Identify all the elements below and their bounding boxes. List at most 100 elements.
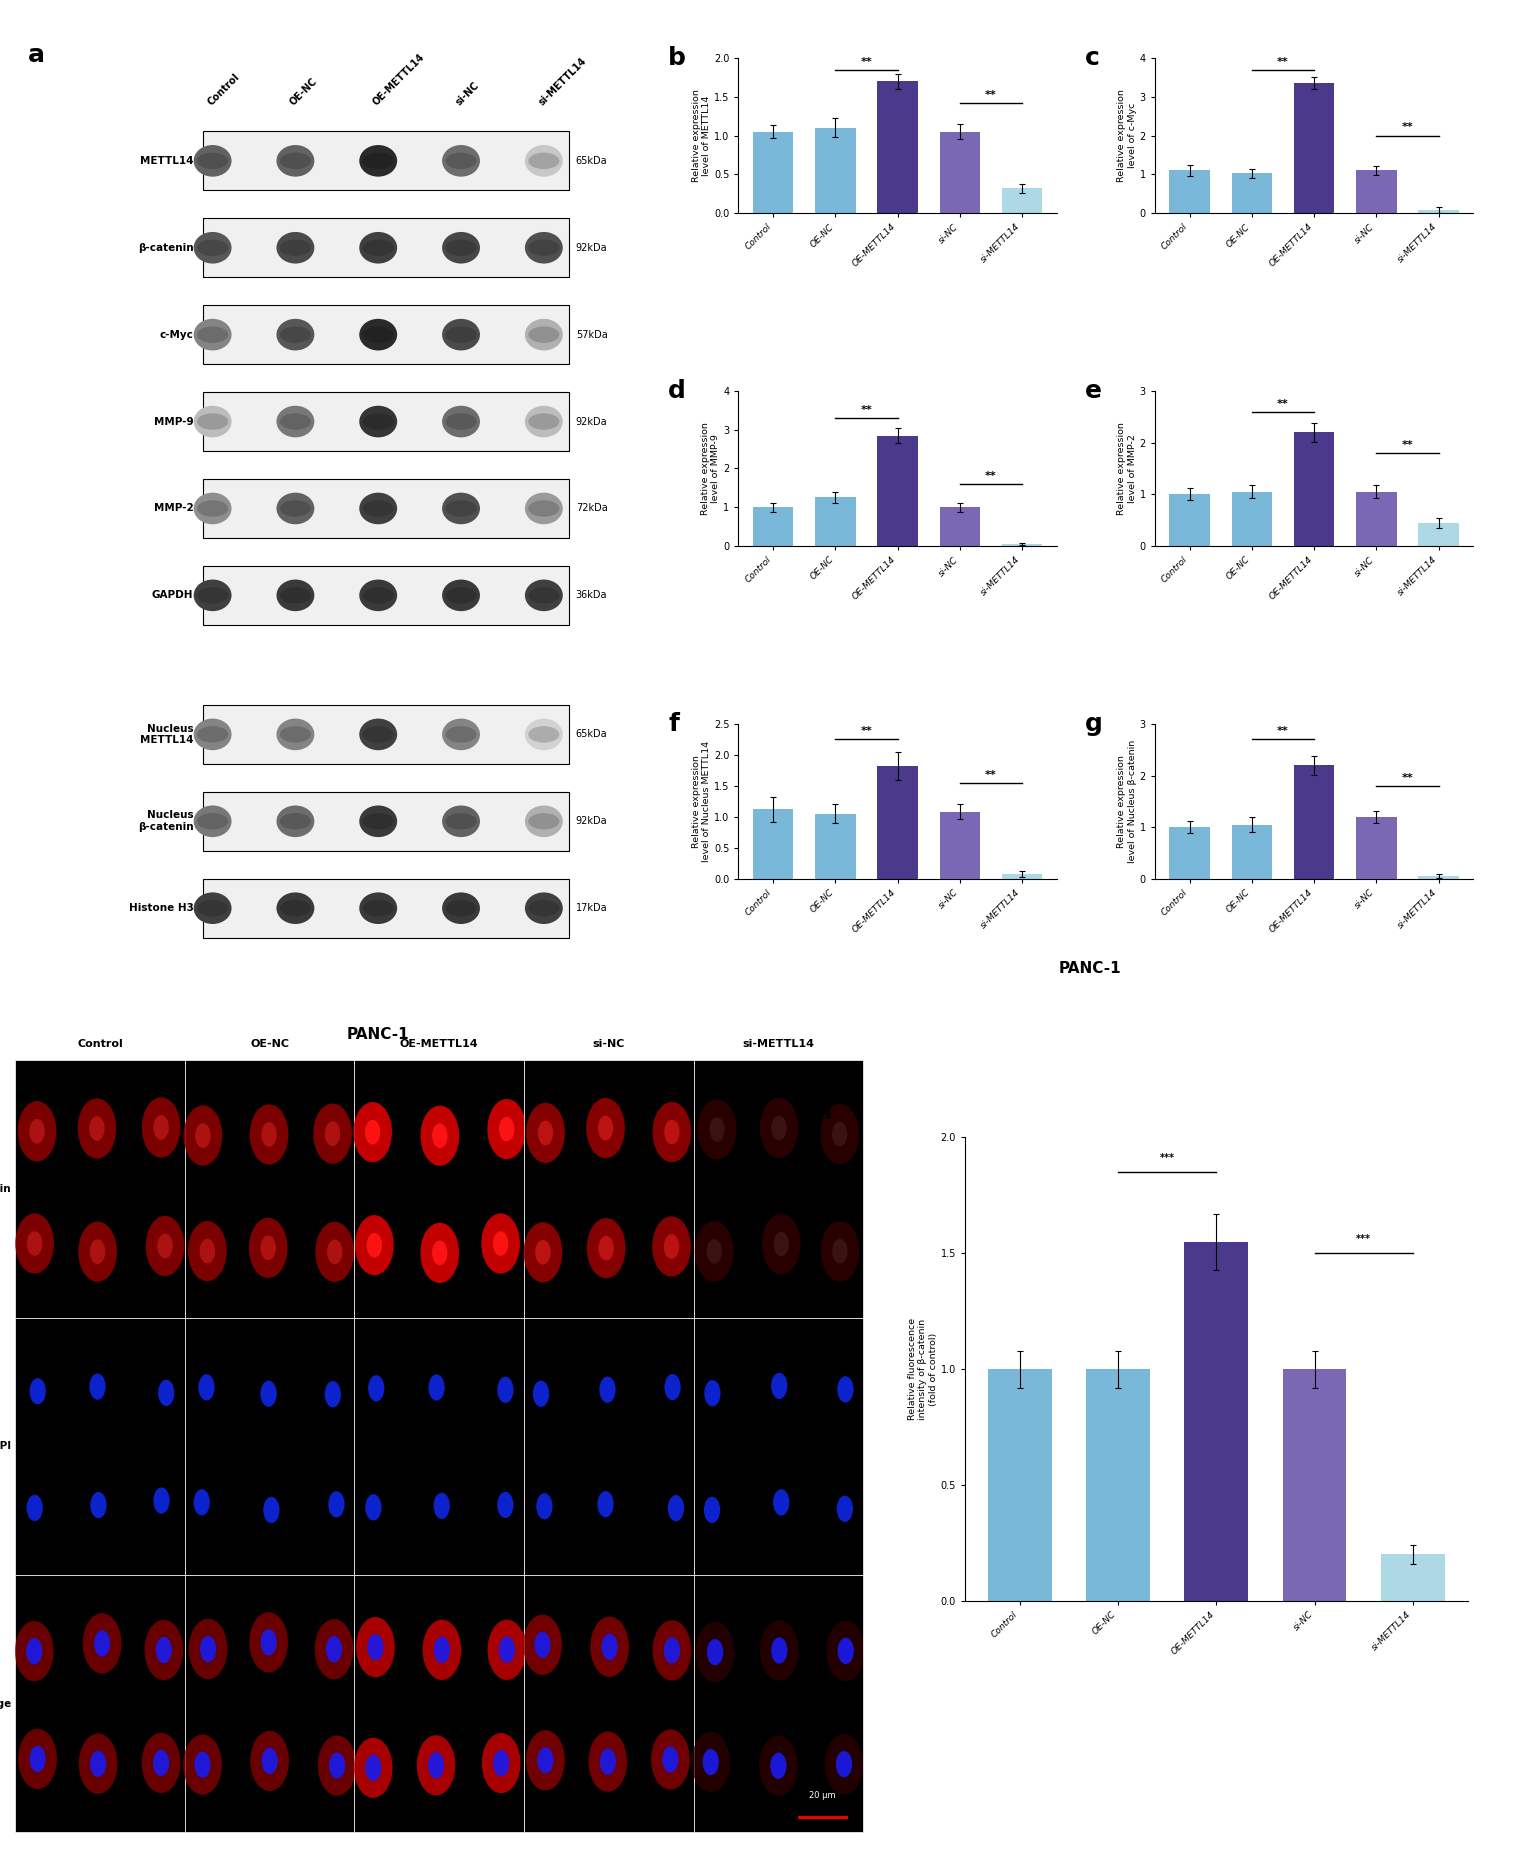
Ellipse shape <box>363 152 393 168</box>
Ellipse shape <box>183 1105 222 1166</box>
Ellipse shape <box>198 1373 215 1401</box>
Ellipse shape <box>315 1620 353 1679</box>
Ellipse shape <box>30 1379 45 1405</box>
Ellipse shape <box>442 405 480 437</box>
Ellipse shape <box>445 413 477 429</box>
Bar <box>1002 874 1042 879</box>
Bar <box>15 1575 185 1832</box>
Ellipse shape <box>599 1749 616 1775</box>
Text: si-NC: si-NC <box>593 1038 625 1050</box>
Ellipse shape <box>525 231 563 263</box>
Bar <box>203 218 569 278</box>
Text: 36kDa: 36kDa <box>575 590 607 600</box>
Ellipse shape <box>18 1729 57 1790</box>
Ellipse shape <box>498 1492 513 1518</box>
Ellipse shape <box>445 587 477 603</box>
Ellipse shape <box>652 1620 691 1681</box>
Ellipse shape <box>363 239 393 255</box>
Ellipse shape <box>763 1214 800 1273</box>
Bar <box>753 809 793 879</box>
Ellipse shape <box>433 1240 448 1266</box>
Ellipse shape <box>315 1222 354 1283</box>
Text: Nucleus
METTL14: Nucleus METTL14 <box>141 724 194 746</box>
Bar <box>1294 83 1334 213</box>
Text: 57kDa: 57kDa <box>575 329 607 339</box>
Ellipse shape <box>79 1222 117 1281</box>
Ellipse shape <box>525 492 563 524</box>
Ellipse shape <box>194 718 231 750</box>
Ellipse shape <box>189 1620 227 1679</box>
Ellipse shape <box>250 1612 287 1673</box>
Ellipse shape <box>89 1240 106 1264</box>
Ellipse shape <box>280 900 312 916</box>
Ellipse shape <box>260 1629 277 1655</box>
Ellipse shape <box>487 1099 527 1159</box>
Ellipse shape <box>325 1636 342 1662</box>
Bar <box>203 566 569 626</box>
Text: OE-METTL14: OE-METTL14 <box>371 52 427 107</box>
Ellipse shape <box>760 1098 799 1159</box>
Ellipse shape <box>195 1124 210 1148</box>
Text: 72kDa: 72kDa <box>575 503 607 513</box>
Bar <box>1086 1370 1150 1601</box>
Ellipse shape <box>442 892 480 924</box>
Text: **: ** <box>861 726 873 737</box>
Ellipse shape <box>194 805 231 837</box>
Text: 92kDa: 92kDa <box>575 416 607 426</box>
Ellipse shape <box>359 492 398 524</box>
Bar <box>1185 1242 1248 1601</box>
Text: β-catenin: β-catenin <box>0 1185 11 1194</box>
Bar <box>940 131 980 213</box>
Ellipse shape <box>197 813 228 829</box>
Ellipse shape <box>445 152 477 168</box>
Ellipse shape <box>667 1496 684 1522</box>
Ellipse shape <box>280 500 312 516</box>
Text: MMP-9: MMP-9 <box>154 416 194 426</box>
Ellipse shape <box>250 1105 289 1164</box>
Text: OE-NC: OE-NC <box>250 1038 289 1050</box>
Ellipse shape <box>359 892 398 924</box>
Ellipse shape <box>498 1377 513 1403</box>
Ellipse shape <box>586 1098 625 1159</box>
Ellipse shape <box>77 1098 117 1159</box>
Ellipse shape <box>363 726 393 742</box>
Text: b: b <box>669 46 687 70</box>
Ellipse shape <box>194 231 231 263</box>
Ellipse shape <box>194 892 231 924</box>
Ellipse shape <box>280 813 312 829</box>
Ellipse shape <box>696 1621 734 1683</box>
Ellipse shape <box>157 1379 174 1407</box>
Ellipse shape <box>442 231 480 263</box>
Ellipse shape <box>832 1238 847 1264</box>
Ellipse shape <box>537 1120 554 1146</box>
Text: **: ** <box>1277 726 1289 737</box>
Bar <box>693 1575 862 1832</box>
Ellipse shape <box>760 1736 797 1795</box>
Ellipse shape <box>434 1492 449 1520</box>
Ellipse shape <box>527 1103 564 1162</box>
Bar <box>203 131 569 191</box>
Text: **: ** <box>861 405 873 415</box>
Text: **: ** <box>1401 441 1413 450</box>
Ellipse shape <box>442 492 480 524</box>
Text: d: d <box>669 379 687 404</box>
Ellipse shape <box>428 1753 445 1779</box>
Ellipse shape <box>422 1620 461 1681</box>
Bar <box>988 1370 1052 1601</box>
Bar <box>1418 209 1459 213</box>
Ellipse shape <box>277 492 315 524</box>
Ellipse shape <box>197 726 228 742</box>
Bar <box>1170 827 1210 879</box>
Ellipse shape <box>826 1621 865 1681</box>
Y-axis label: Relative expression
level of METTL14: Relative expression level of METTL14 <box>691 89 711 181</box>
Ellipse shape <box>157 1233 172 1259</box>
Ellipse shape <box>327 1240 342 1264</box>
Text: 65kDa: 65kDa <box>575 155 607 167</box>
Bar <box>523 1575 693 1832</box>
Ellipse shape <box>356 1214 393 1275</box>
Bar <box>878 435 918 546</box>
Text: Control: Control <box>206 72 241 107</box>
Ellipse shape <box>528 326 560 342</box>
Bar <box>185 1318 354 1575</box>
Ellipse shape <box>528 152 560 168</box>
